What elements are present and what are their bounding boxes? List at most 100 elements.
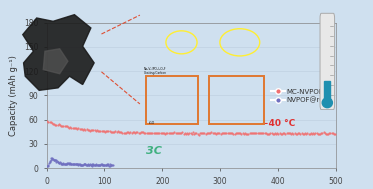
Point xyxy=(73,163,79,166)
Point xyxy=(174,132,180,135)
Point xyxy=(56,161,62,164)
Polygon shape xyxy=(43,49,68,74)
Point xyxy=(49,157,55,160)
Point xyxy=(101,164,107,167)
Point xyxy=(60,162,66,165)
Point xyxy=(186,132,192,135)
Point xyxy=(204,132,210,135)
Point xyxy=(58,162,64,165)
Point xyxy=(88,129,94,132)
Point xyxy=(54,159,60,162)
Point xyxy=(303,132,309,135)
Point xyxy=(129,131,135,134)
Point xyxy=(92,128,98,131)
Point xyxy=(50,122,56,125)
Point xyxy=(79,128,85,131)
Point xyxy=(76,163,82,166)
Point xyxy=(65,125,71,128)
Polygon shape xyxy=(23,15,94,90)
Point xyxy=(66,162,72,165)
Point xyxy=(177,132,183,135)
Point xyxy=(135,132,141,135)
Point xyxy=(88,164,94,167)
Point xyxy=(265,133,271,136)
Point xyxy=(164,131,170,134)
Point xyxy=(94,164,100,167)
Point xyxy=(278,132,284,135)
Point xyxy=(66,126,72,129)
Point xyxy=(84,163,90,167)
Point xyxy=(47,160,53,163)
Point xyxy=(253,132,258,135)
Point xyxy=(286,131,292,134)
Point xyxy=(92,163,98,166)
Point xyxy=(44,165,50,168)
Point xyxy=(106,129,112,132)
Point xyxy=(153,132,159,135)
Point xyxy=(58,124,64,127)
Point xyxy=(311,132,317,135)
Point xyxy=(182,132,188,135)
Point xyxy=(107,130,113,133)
Point xyxy=(102,163,108,166)
Point xyxy=(206,132,212,135)
Point xyxy=(221,131,227,134)
Point xyxy=(98,164,104,167)
Point xyxy=(184,132,190,135)
Point xyxy=(81,163,87,166)
Point xyxy=(147,131,153,134)
Point xyxy=(249,132,255,135)
Point xyxy=(85,164,91,167)
Point xyxy=(76,163,82,166)
Point xyxy=(169,132,175,135)
Point xyxy=(287,131,293,134)
Point xyxy=(137,132,143,135)
Point xyxy=(322,132,328,135)
Point xyxy=(74,163,80,166)
Point xyxy=(223,132,229,135)
Point xyxy=(105,163,111,166)
Point xyxy=(114,130,120,133)
Point xyxy=(329,132,335,135)
Point xyxy=(98,130,104,133)
Point xyxy=(222,132,228,135)
Point xyxy=(50,157,56,160)
Point xyxy=(256,132,262,135)
Point xyxy=(269,132,275,135)
Point xyxy=(115,130,121,133)
Point xyxy=(46,162,52,165)
Point xyxy=(107,163,113,166)
Point xyxy=(109,163,115,166)
Point xyxy=(75,162,81,165)
Point xyxy=(78,163,84,166)
Point xyxy=(195,132,201,135)
Point xyxy=(175,132,181,135)
Point xyxy=(218,132,224,135)
Point xyxy=(75,164,81,167)
Point xyxy=(69,163,75,166)
Point xyxy=(276,132,282,136)
Point xyxy=(289,132,295,135)
Point xyxy=(173,131,179,134)
Point xyxy=(191,132,197,135)
Point xyxy=(133,131,139,134)
Point xyxy=(318,131,324,134)
Point xyxy=(241,132,247,135)
Point xyxy=(280,132,286,135)
Point xyxy=(132,131,138,134)
Point xyxy=(270,132,276,135)
Point xyxy=(225,132,231,135)
Point xyxy=(151,132,157,135)
Point xyxy=(53,159,59,162)
Point xyxy=(236,132,242,135)
Point xyxy=(49,122,55,125)
Point xyxy=(228,132,234,135)
Legend: MC-NVPOF, NVPOF@rGO: MC-NVPOF, NVPOF@rGO xyxy=(269,87,332,105)
Point xyxy=(107,164,113,167)
Point xyxy=(111,130,117,133)
Point xyxy=(219,132,225,135)
Point xyxy=(239,132,245,135)
Point xyxy=(71,163,77,166)
Point xyxy=(142,132,148,135)
Point xyxy=(123,131,129,134)
